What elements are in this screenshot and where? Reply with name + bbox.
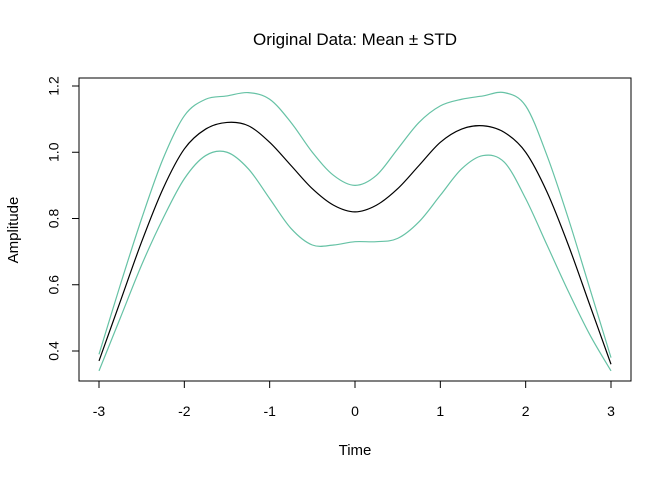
x-axis-label: Time [339,442,372,459]
x-tick-label: -2 [178,403,191,419]
x-tick-label: -1 [263,403,276,419]
y-tick-label: 0.6 [46,275,62,295]
lower-std-line [98,150,612,372]
upper-std-line [98,91,612,358]
series-lines [98,91,612,372]
x-axis: -3 -2 -1 0 1 2 3 [93,380,615,419]
y-axis: 0.4 0.6 0.8 1.0 1.2 [46,76,80,361]
y-tick-label: 1.0 [46,142,62,162]
x-tick-label: 2 [522,403,530,419]
plot-box [78,77,632,382]
x-tick-label: 3 [607,403,615,419]
y-tick-label: 1.2 [46,76,62,96]
chart-title: Original Data: Mean ± STD [253,30,457,49]
y-tick-label: 0.8 [46,209,62,229]
y-axis-label: Amplitude [5,197,22,264]
x-tick-label: 1 [436,403,444,419]
mean-line [98,121,612,365]
x-tick-label: -3 [93,403,106,419]
y-tick-label: 0.4 [46,341,62,361]
x-tick-label: 0 [351,403,359,419]
